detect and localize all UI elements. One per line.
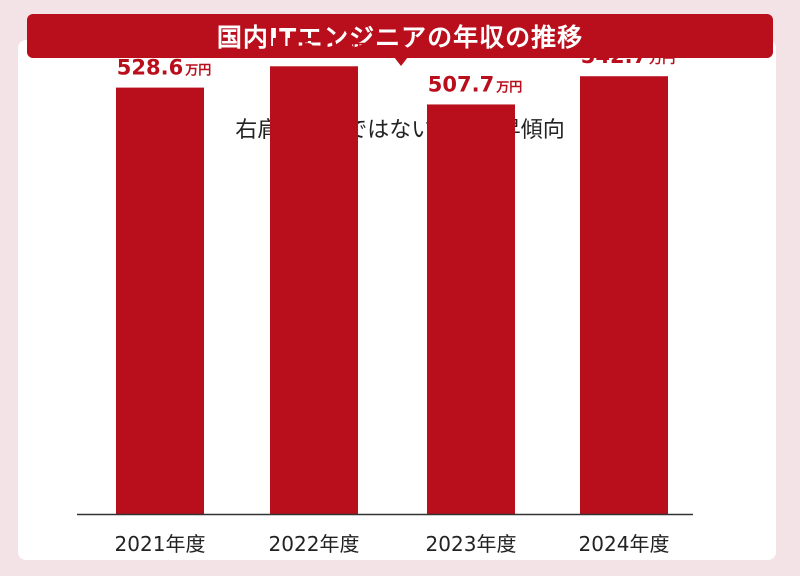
bar-2021年度	[116, 87, 204, 514]
x-tick-label: 2021年度	[115, 532, 206, 556]
chart-title: 国内ITエンジニアの年収の推移	[216, 23, 584, 52]
x-tick-label: 2022年度	[269, 532, 360, 556]
bar-2023年度	[427, 104, 515, 515]
banner-pointer	[394, 57, 408, 66]
x-tick-label: 2023年度	[426, 532, 517, 556]
data-label: 507.7 万円	[428, 72, 522, 96]
data-label: 542.7 万円	[581, 44, 675, 68]
title-banner: 国内ITエンジニアの年収の推移	[27, 14, 773, 58]
data-label: 528.6 万円	[117, 56, 211, 80]
x-tick-label: 2024年度	[579, 532, 670, 556]
bar-2024年度	[580, 76, 668, 515]
bar-2022年度	[270, 66, 358, 515]
data-label: 555.0 万円	[271, 34, 365, 58]
